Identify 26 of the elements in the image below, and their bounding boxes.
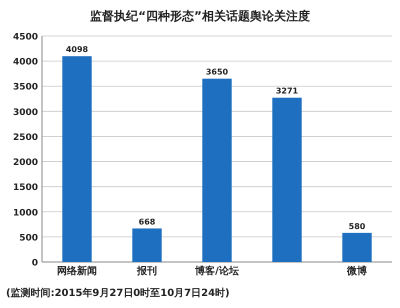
y-tick-label: 3000 (12, 108, 38, 118)
y-tick-label: 500 (19, 233, 38, 244)
x-tick-label: 网络新闻 (57, 265, 97, 277)
bar (272, 98, 302, 262)
x-tick-label: 微博 (346, 265, 367, 277)
x-tick-label: 博客/论坛 (194, 265, 239, 277)
y-tick-label: 4000 (12, 58, 38, 68)
y-tick-label: 4500 (12, 32, 38, 42)
bar (202, 78, 232, 262)
bar (132, 228, 162, 262)
text: (监测时间:2015年9月27日0时至10月7日24时) (6, 287, 230, 299)
y-tick-label: 2000 (12, 158, 38, 168)
data-label: 3271 (276, 86, 299, 96)
data-label: 3650 (206, 68, 229, 77)
data-label: 580 (348, 222, 366, 231)
y-tick-label: 3500 (12, 82, 38, 93)
x-tick-label: 报刊 (136, 265, 157, 277)
chart-title: 监督执纪“四种形态”相关话题舆论关注度 (90, 9, 310, 23)
y-tick-label: 0 (32, 258, 38, 268)
data-label: 4098 (66, 45, 89, 54)
bar (62, 56, 92, 262)
y-tick-label: 1500 (12, 183, 38, 194)
bar (342, 232, 372, 262)
y-tick-label: 2500 (12, 132, 38, 143)
data-label: 668 (138, 217, 156, 226)
y-tick-label: 1000 (12, 208, 38, 218)
